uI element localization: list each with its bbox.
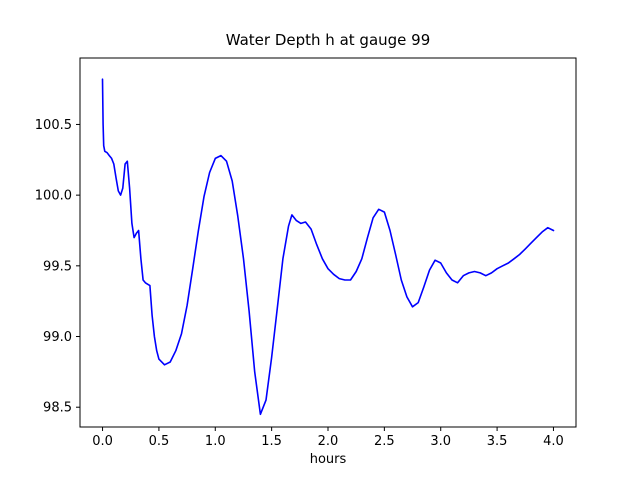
x-tick-label: 1.5 [261,434,282,449]
x-tick-label: 2.5 [374,434,395,449]
x-tick-label: 0.5 [149,434,170,449]
y-tick-label: 99.5 [43,259,72,274]
y-tick-label: 98.5 [43,401,72,416]
chart-title: Water Depth h at gauge 99 [226,31,431,49]
plot-area [79,57,577,428]
x-tick-label: 3.0 [430,434,451,449]
x-axis-label: hours [310,452,347,467]
y-axis-ticks: 98.5 99.0 99.5 100.0 100.5 [35,118,80,416]
x-tick-label: 2.0 [318,434,339,449]
x-tick-label: 3.5 [487,434,508,449]
y-tick-label: 100.5 [35,118,72,133]
x-axis-ticks: 0.0 0.5 1.0 1.5 2.0 2.5 3.0 3.5 4.0 [92,427,564,449]
y-tick-label: 99.0 [43,330,72,345]
line-series [101,78,555,416]
y-tick-label: 100.0 [35,189,72,204]
x-tick-label: 4.0 [543,434,564,449]
x-tick-label: 0.0 [92,434,113,449]
x-tick-label: 1.0 [205,434,226,449]
